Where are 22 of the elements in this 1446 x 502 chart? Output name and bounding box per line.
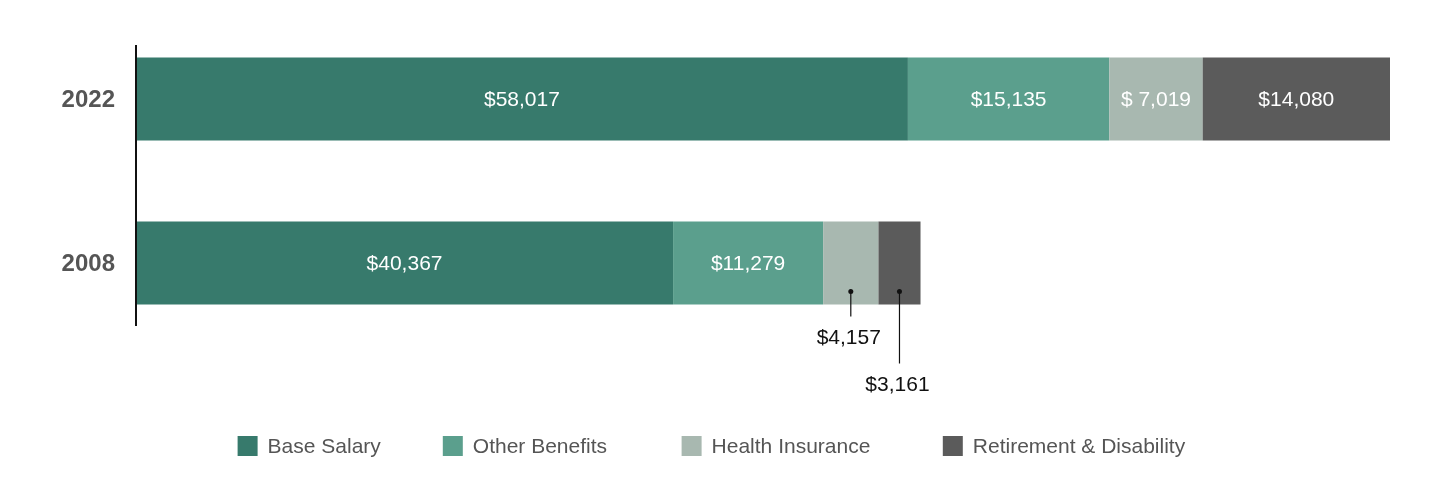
data-label: $40,367 xyxy=(366,251,443,275)
legend-label: Health Insurance xyxy=(711,434,871,458)
legend-label: Retirement & Disability xyxy=(972,434,1186,458)
bar xyxy=(823,221,879,305)
data-label: $14,080 xyxy=(1258,87,1335,111)
bar xyxy=(907,57,1110,141)
data-label: $11,279 xyxy=(710,251,786,275)
data-label: $4,157 xyxy=(816,324,881,348)
bar xyxy=(136,221,674,305)
bar xyxy=(878,221,921,305)
bar xyxy=(1202,57,1390,141)
bar xyxy=(673,221,824,305)
y-tick-label: 2008 xyxy=(61,249,115,277)
data-label: $58,017 xyxy=(483,87,560,111)
data-label: $3,161 xyxy=(865,371,930,395)
bar xyxy=(136,57,908,141)
data-label: $15,135 xyxy=(970,87,1047,111)
legend-label: Base Salary xyxy=(267,434,382,458)
bar xyxy=(1109,57,1203,141)
data-label: $ 7,019 xyxy=(1120,87,1192,111)
y-tick-label: 2022 xyxy=(61,85,115,113)
legend-label: Other Benefits xyxy=(472,434,608,458)
